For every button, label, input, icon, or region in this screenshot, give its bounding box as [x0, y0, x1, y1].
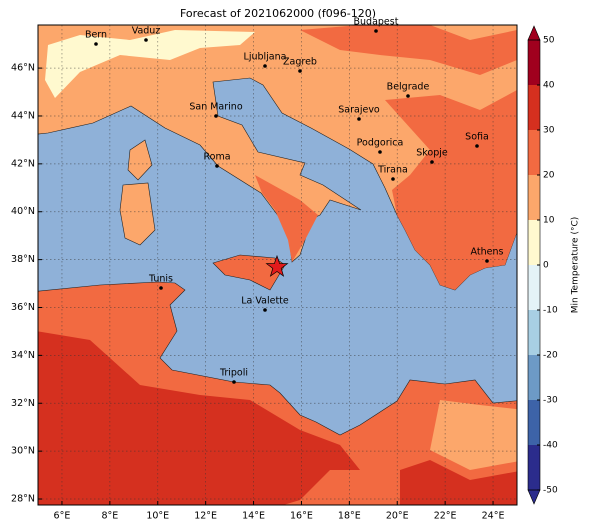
- colorbar-tick-label: 40: [543, 81, 555, 91]
- colorbar-bin: [528, 310, 540, 355]
- colorbar-extend-low: [527, 489, 541, 505]
- city-label: Bern: [85, 30, 107, 41]
- colorbar-tick-label: -30: [543, 396, 558, 406]
- y-tick-label: 40°N: [11, 206, 35, 217]
- city-dot: [430, 160, 434, 164]
- y-tick-label: 36°N: [11, 302, 35, 313]
- x-tick-label: 10°E: [146, 511, 169, 522]
- colorbar-tick-label: -20: [543, 351, 558, 361]
- cool-zone: [45, 30, 255, 98]
- y-tick-label: 30°N: [11, 446, 35, 457]
- y-tick-label: 32°N: [11, 398, 35, 409]
- city-dot: [214, 114, 218, 118]
- hot-zone: [400, 460, 517, 505]
- city-dot: [215, 164, 219, 168]
- colorbar-bin: [528, 445, 540, 490]
- warm-zone: [385, 90, 517, 290]
- colorbar-tick-label: 10: [543, 216, 555, 226]
- y-tick-label: 28°N: [11, 494, 35, 505]
- city-label: Budapest: [354, 17, 399, 28]
- hot-zone: [38, 331, 360, 505]
- forecast-star: [265, 254, 289, 277]
- colorbar-bin: [528, 220, 540, 265]
- colorbar-tick-label: -50: [543, 486, 558, 496]
- colorbar-bin: [528, 355, 540, 400]
- colorbar-tick-label: 50: [543, 36, 555, 46]
- y-tick-label: 46°N: [11, 63, 35, 74]
- mild-zone: [430, 400, 517, 470]
- city-dot: [263, 64, 267, 68]
- colorbar-bin: [528, 175, 540, 220]
- colorbar-bin: [528, 130, 540, 175]
- x-tick-label: 22°E: [434, 511, 457, 522]
- grid: [38, 25, 517, 505]
- city-label: Athens: [471, 247, 504, 258]
- city-dot: [406, 94, 410, 98]
- colorbar-label: Min Temperature (°C): [571, 217, 581, 314]
- warm-zone: [300, 25, 517, 75]
- colorbar-bin: [528, 400, 540, 445]
- land-sardinia: [119, 182, 156, 246]
- city-label: La Valette: [241, 296, 289, 307]
- city-dot: [357, 117, 361, 121]
- city-label: Sarajevo: [338, 105, 380, 116]
- city-dot: [144, 38, 148, 42]
- x-tick-label: 12°E: [194, 511, 217, 522]
- colorbar: -50 -40 -30 -20 -10 0 10 20 30 40 50: [527, 25, 558, 505]
- colorbar-bin: [528, 265, 540, 310]
- city-label: Skopje: [416, 148, 448, 159]
- city-label: San Marino: [189, 102, 242, 113]
- city-dot: [475, 144, 479, 148]
- land-corsica: [127, 139, 153, 181]
- colorbar-tick-label: -40: [543, 441, 558, 451]
- city-dot: [263, 308, 267, 312]
- y-tick-label: 42°N: [11, 158, 35, 169]
- city-label: Vaduz: [132, 26, 161, 37]
- city-dot: [94, 42, 98, 46]
- y-tick-label: 34°N: [11, 350, 35, 361]
- city-label: Tirana: [377, 165, 408, 176]
- city-label: Tripoli: [219, 368, 248, 379]
- x-tick-label: 16°E: [290, 511, 313, 522]
- x-tick-label: 6°E: [54, 511, 71, 522]
- colorbar-tick-label: 30: [543, 126, 555, 136]
- city-dot: [374, 29, 378, 33]
- land-europe: [38, 25, 517, 291]
- city-dot: [298, 69, 302, 73]
- warm-zone: [255, 175, 318, 262]
- colorbar-bin: [528, 85, 540, 130]
- city-label: Roma: [203, 152, 230, 163]
- colorbar-tick-label: 20: [543, 171, 555, 181]
- colorbar-extend-high: [527, 25, 541, 41]
- y-tick-label: 44°N: [11, 110, 35, 121]
- colorbar-bin: [528, 40, 540, 85]
- x-tick-label: 14°E: [242, 511, 265, 522]
- city-label: Belgrade: [387, 82, 430, 93]
- city-label: Podgorica: [357, 138, 404, 149]
- x-tick-label: 8°E: [101, 511, 118, 522]
- chart-title: Forecast of 2021062000 (f096-120): [180, 7, 376, 20]
- city-label: Tunis: [148, 274, 173, 285]
- x-tick-label: 24°E: [482, 511, 505, 522]
- x-tick-label: 20°E: [386, 511, 409, 522]
- city-dot: [391, 177, 395, 181]
- map-frame: [37, 24, 518, 506]
- city-label: Ljubljana: [244, 52, 287, 63]
- city-dot: [378, 150, 382, 154]
- city-dot: [159, 286, 163, 290]
- city-dot: [232, 380, 236, 384]
- city-dot: [485, 259, 489, 263]
- city-label: Sofia: [465, 132, 489, 143]
- x-tick-label: 18°E: [338, 511, 361, 522]
- colorbar-tick-label: 0: [543, 261, 549, 271]
- colorbar-tick-label: -10: [543, 306, 558, 316]
- city-label: Zagreb: [283, 57, 317, 68]
- y-tick-label: 38°N: [11, 254, 35, 265]
